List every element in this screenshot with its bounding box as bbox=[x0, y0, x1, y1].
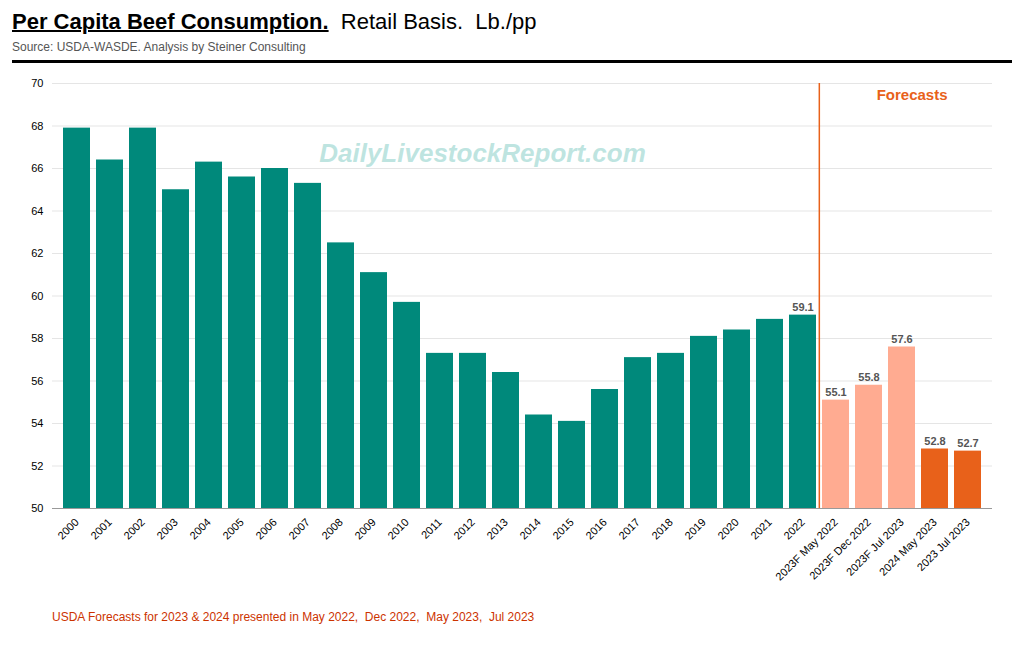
svg-text:2000: 2000 bbox=[55, 516, 81, 542]
svg-text:62: 62 bbox=[31, 247, 43, 259]
html-text:USDA Forecasts for 2023 & 2024: USDA Forecasts for 2023 & 2024 presented… bbox=[52, 610, 535, 624]
svg-text:54: 54 bbox=[31, 417, 43, 429]
svg-text:Forecasts: Forecasts bbox=[877, 86, 948, 103]
svg-text:55.1: 55.1 bbox=[825, 386, 846, 398]
svg-text:2015: 2015 bbox=[550, 516, 576, 542]
svg-text:2023F May 2022: 2023F May 2022 bbox=[773, 515, 840, 583]
svg-text:64: 64 bbox=[31, 205, 43, 217]
svg-text:59.1: 59.1 bbox=[792, 301, 813, 313]
svg-text:2003: 2003 bbox=[154, 516, 180, 542]
svg-text:58: 58 bbox=[31, 332, 43, 344]
svg-text:70: 70 bbox=[31, 77, 43, 89]
svg-text:50: 50 bbox=[31, 502, 43, 514]
svg-text:2004: 2004 bbox=[187, 516, 213, 542]
svg-text:2001: 2001 bbox=[88, 516, 114, 542]
svg-text:52: 52 bbox=[31, 460, 43, 472]
svg-text:2012: 2012 bbox=[451, 516, 477, 542]
svg-text:2019: 2019 bbox=[682, 516, 708, 542]
svg-text:66: 66 bbox=[31, 162, 43, 174]
svg-text:2020: 2020 bbox=[715, 516, 741, 542]
svg-text:55.8: 55.8 bbox=[858, 371, 879, 383]
svg-text:2005: 2005 bbox=[220, 516, 246, 542]
svg-text:2006: 2006 bbox=[253, 516, 279, 542]
svg-text:2010: 2010 bbox=[385, 516, 411, 542]
svg-text:2011: 2011 bbox=[419, 516, 444, 541]
svg-text:56: 56 bbox=[31, 375, 43, 387]
svg-text:2017: 2017 bbox=[616, 516, 642, 542]
svg-text:2009: 2009 bbox=[352, 516, 378, 542]
svg-text:2024 May 2023: 2024 May 2023 bbox=[877, 516, 939, 578]
svg-text:2013: 2013 bbox=[484, 516, 510, 542]
svg-text:60: 60 bbox=[31, 290, 43, 302]
svg-text:2023F Dec 2022: 2023F Dec 2022 bbox=[807, 516, 873, 582]
svg-text:2018: 2018 bbox=[649, 516, 675, 542]
svg-text:2021: 2021 bbox=[748, 516, 774, 542]
svg-text:2002: 2002 bbox=[121, 516, 147, 542]
svg-text:57.6: 57.6 bbox=[891, 333, 912, 345]
svg-text:2023 Jul 2023: 2023 Jul 2023 bbox=[915, 516, 972, 573]
svg-text:68: 68 bbox=[31, 120, 43, 132]
svg-text:2023F Jul 2023: 2023F Jul 2023 bbox=[844, 516, 906, 578]
html-text:Per Capita Beef Consumption. R: Per Capita Beef Consumption. Retail Basi… bbox=[12, 9, 537, 34]
svg-text:2007: 2007 bbox=[286, 516, 312, 542]
svg-text:52.7: 52.7 bbox=[957, 437, 978, 449]
svg-text:2016: 2016 bbox=[583, 516, 609, 542]
svg-text:2022: 2022 bbox=[781, 516, 807, 542]
html-text:Source: USDA-WASDE. Analysis b: Source: USDA-WASDE. Analysis by Steiner … bbox=[12, 40, 306, 54]
svg-text:52.8: 52.8 bbox=[924, 435, 945, 447]
svg-text:2014: 2014 bbox=[517, 516, 543, 542]
svg-text:2008: 2008 bbox=[319, 516, 345, 542]
svg-text:DailyLivestockReport.com: DailyLivestockReport.com bbox=[319, 138, 646, 168]
